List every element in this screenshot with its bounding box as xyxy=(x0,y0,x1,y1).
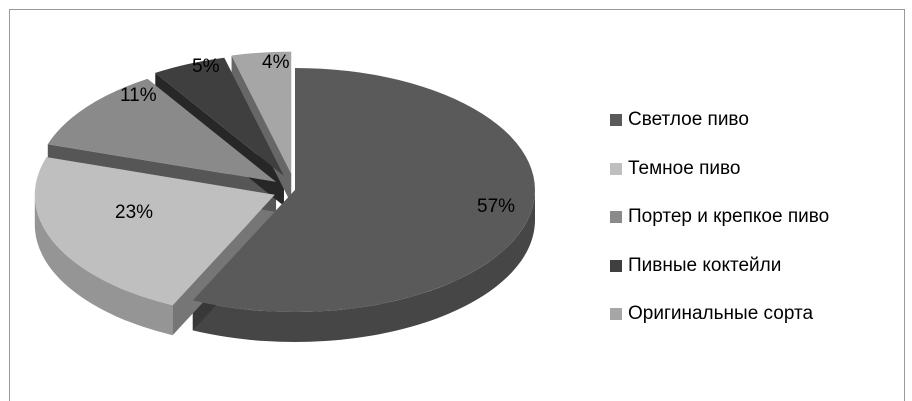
pie-slice-temnoe xyxy=(34,157,275,306)
pie-tops xyxy=(34,51,536,313)
legend: Светлое пиво Темное пиво Портер и крепко… xyxy=(610,96,829,339)
legend-label: Светлое пиво xyxy=(628,109,749,131)
legend-item-kokteili: Пивные коктейли xyxy=(610,242,829,291)
data-label-kokteili: 5% xyxy=(192,56,220,77)
legend-item-temnoe: Темное пиво xyxy=(610,145,829,194)
legend-item-svetloe: Светлое пиво xyxy=(610,96,829,145)
legend-label: Оригинальные сорта xyxy=(628,303,814,325)
legend-swatch xyxy=(610,162,622,175)
data-label-porter: 11% xyxy=(120,85,157,106)
data-label-temnoe: 23% xyxy=(115,202,153,223)
pie-slice-kokteili xyxy=(155,57,284,176)
legend-swatch xyxy=(610,308,622,321)
pie-slice-svetloe xyxy=(192,68,536,313)
data-label-originalnye: 4% xyxy=(262,52,290,73)
legend-swatch xyxy=(610,114,622,127)
legend-label: Портер и крепкое пиво xyxy=(628,206,830,228)
slice-side-svetloe xyxy=(192,190,535,342)
pie-slice-originalnye xyxy=(231,51,292,174)
legend-item-originalnye: Оригинальные сорта xyxy=(610,290,829,339)
legend-label: Темное пиво xyxy=(628,157,741,179)
legend-swatch xyxy=(610,259,622,272)
pie-slice-porter xyxy=(47,78,277,182)
legend-swatch xyxy=(610,211,622,224)
data-label-svetloe: 57% xyxy=(477,196,515,217)
legend-label: Пивные коктейли xyxy=(628,254,782,276)
pie-data-labels: 57% 23% 11% 5% 4% xyxy=(115,52,515,223)
legend-item-porter: Портер и крепкое пиво xyxy=(610,193,829,242)
slice-side-temnoe xyxy=(34,194,173,336)
